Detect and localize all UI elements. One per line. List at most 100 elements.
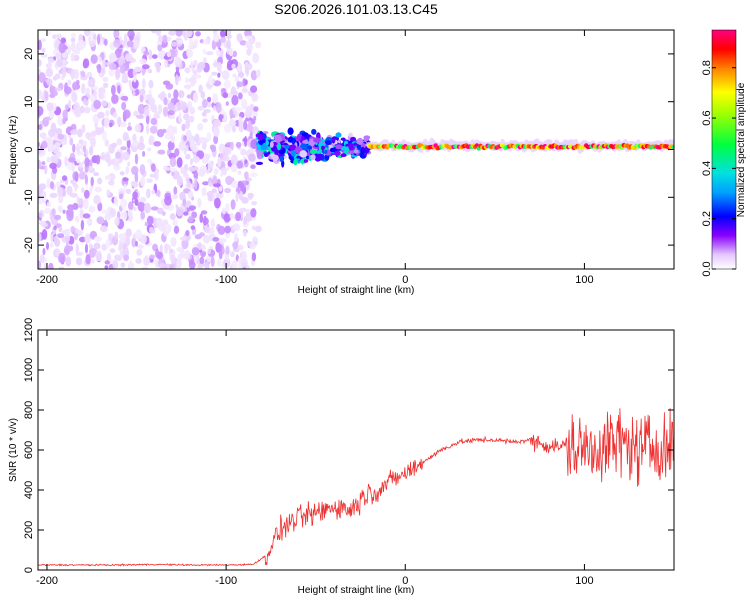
spectrogram-cell [316,153,323,161]
spectrogram-cell [235,160,244,169]
spectrogram-cell [110,174,116,180]
spectrogram-cell [243,229,247,237]
spectrogram-cell [79,105,85,114]
spectrogram-cell [230,154,238,166]
spectrogram-cell [167,92,172,99]
spectrogram-cell [194,133,200,143]
spectrogram-cell [218,158,222,165]
y-tick-label: 600 [23,441,35,459]
spectrogram-cell [204,226,212,234]
spectrogram-cell [251,252,257,262]
spectrogram-cell [135,258,142,264]
snr-series [38,408,674,567]
spectrogram-cell [163,97,168,106]
spectrogram-cell [62,109,68,120]
spectrogram-cell [269,141,274,148]
spectrogram-cell [99,72,104,78]
spectrogram-cell [255,161,264,165]
spectrogram-cell [70,37,76,43]
colorbar-tick-label: 0.6 [701,110,713,125]
spectrogram-cell [306,155,310,160]
spectrogram-cell [195,74,202,79]
spectrogram-cell [223,111,227,121]
spectrogram-cell [189,158,193,166]
spectrogram-cell [64,234,71,243]
spectrogram-cell [103,219,108,227]
spectrogram-cell [147,158,153,164]
spectrogram-cell [175,74,179,86]
spectrogram-cell [108,63,117,70]
spectrogram-cell [153,114,161,120]
spectrogram-cell [197,242,202,251]
spectrogram-cell [191,247,200,256]
spectrogram-cell [57,133,64,140]
spectrogram-cell [88,243,93,250]
spectrogram-cell [213,134,219,145]
spectrogram-cell [66,185,73,196]
spectrogram-cell [210,218,215,228]
spectrogram-cell [137,201,146,212]
figure-title: S206.2026.101.03.13.C45 [274,1,438,17]
spectrogram-cell [74,184,79,189]
spectrogram-cell [213,126,220,137]
spectrogram-cell [183,250,191,260]
spectrogram-cell [289,144,297,151]
spectrogram-cell [162,34,168,44]
spectrogram-cell [254,225,262,233]
spectrogram-cell [201,137,206,144]
x-tick-label: -100 [215,575,237,587]
spectrogram-cell [57,186,64,197]
spectrogram-cell [225,245,230,255]
spectrogram-cell [120,262,126,268]
snr-x-axis-label: Height of straight line (km) [298,585,415,596]
spectrogram-cell [197,197,202,208]
spectrogram-cell [220,167,228,173]
spectrogram-cell [45,116,52,121]
spectrogram-cell [86,71,93,78]
spectrogram-cell [119,171,125,176]
spectrogram-cell [334,150,341,156]
spectrogram-cell [244,30,252,38]
spectrogram-cell [213,168,219,175]
spectrogram-cell [134,123,142,133]
spectrogram-cell [108,233,114,240]
spectrogram-cell [178,112,182,123]
spectrogram-cell [222,92,229,99]
spectrogram-cell [120,198,128,209]
spectrogram-cell [202,48,206,55]
spectrogram-cell [39,132,47,139]
spectrogram-cell [188,37,194,49]
spectrogram-cell [126,40,134,48]
spectrogram-cell [169,49,176,59]
spectrogram-cell [38,106,44,116]
colorbar-tick-label: 0.8 [701,60,713,75]
spectrogram-cell [158,222,165,232]
spectrogram-cell [85,253,91,265]
spectrogram-cell [181,123,186,132]
spectrogram-cell [150,117,158,125]
spectrogram-cell [87,79,94,88]
x-tick-label: 100 [575,575,593,587]
spectrogram-cell [114,254,121,261]
spectrogram-cell [237,62,242,72]
spectrogram-cell [324,140,331,144]
spectrogram-cell [164,196,172,206]
spectrogram-cell [58,252,66,264]
spectrogram-cell [69,192,78,198]
spectrogram-cell [183,135,187,142]
spectrogram-cell [232,223,241,232]
spectrogram-cell [235,211,242,222]
spectrogram-cell [202,39,209,45]
spectrogram-cell [105,238,111,249]
spectrogram-cell [214,197,221,209]
spectrogram-cell [252,52,260,64]
spectrogram-cell [85,149,89,158]
spectrogram-cell [168,30,177,36]
spectrogram-cell [57,233,65,239]
spectrogram-cell [71,161,75,172]
spectrogram-cell [245,35,253,40]
spectrogram-cell [175,258,182,269]
spectrogram-cell [116,138,123,146]
spectrogram-cell [197,61,206,70]
spectrogram-cell [174,56,182,68]
